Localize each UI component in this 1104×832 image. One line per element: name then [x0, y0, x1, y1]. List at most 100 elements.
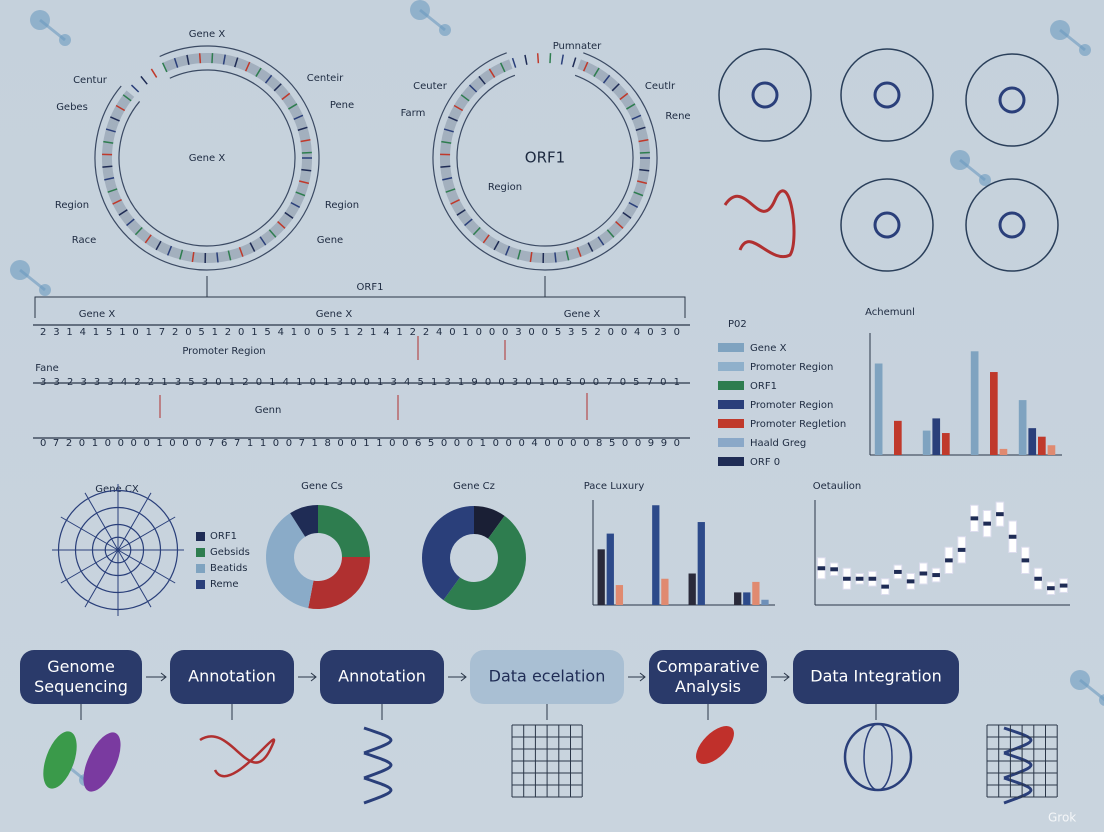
range-mid — [983, 521, 991, 526]
map-feature — [259, 236, 267, 246]
map-ring — [102, 53, 312, 263]
map-feature — [130, 84, 140, 93]
map-ring — [456, 74, 634, 247]
map-feature — [300, 139, 311, 143]
legend-swatch — [718, 343, 744, 352]
icon-ring — [840, 48, 934, 142]
bar — [1028, 428, 1037, 455]
label: ORF1 — [357, 282, 384, 293]
map-feature — [460, 94, 470, 102]
label: Gebsids — [210, 547, 250, 558]
map-feature — [268, 229, 277, 238]
map-feature — [103, 140, 114, 144]
bar — [1047, 445, 1056, 455]
pipeline-step — [320, 650, 444, 704]
label: ORF1 — [210, 531, 237, 542]
legend-swatch — [196, 580, 205, 589]
map-feature — [297, 126, 308, 131]
map-ring — [94, 45, 320, 271]
dna — [363, 726, 393, 755]
map-feature — [626, 103, 636, 110]
map-feature — [622, 211, 632, 219]
bar — [922, 430, 931, 455]
pipeline-label: Annotation — [188, 667, 276, 686]
map-feature — [107, 188, 118, 193]
map-feature — [635, 126, 646, 131]
map-feature — [453, 104, 464, 112]
range-mid — [843, 576, 851, 581]
range-mid — [957, 547, 966, 552]
bar — [743, 592, 751, 605]
map-feature — [488, 68, 496, 78]
map-feature — [549, 53, 552, 64]
dna — [363, 776, 393, 805]
label: Rene — [665, 111, 690, 122]
radial-spoke — [60, 549, 119, 584]
pipeline-arrow — [628, 672, 646, 682]
map-feature — [166, 245, 173, 256]
map-feature — [211, 53, 214, 64]
map-feature — [155, 240, 162, 251]
map-feature — [482, 234, 490, 244]
pipeline-arrow — [448, 672, 467, 682]
label: Region — [55, 200, 89, 211]
donut-slice — [318, 505, 370, 557]
legend-swatch — [718, 362, 744, 371]
label: ORF 0 — [750, 457, 780, 468]
donut-slice — [443, 515, 526, 610]
map-feature — [105, 128, 116, 133]
map-feature — [636, 180, 648, 185]
map-feature — [499, 62, 506, 73]
map-feature — [198, 53, 202, 64]
map-feature — [536, 53, 540, 64]
bar — [932, 418, 941, 455]
donut-slice — [474, 506, 505, 539]
label: Promoter Region — [182, 346, 265, 357]
pipeline-arrow — [146, 672, 167, 682]
map-feature — [122, 94, 132, 102]
map-feature — [284, 211, 294, 219]
range-mid — [881, 584, 889, 589]
bar — [734, 592, 742, 605]
label: Farm — [401, 108, 426, 119]
bar — [942, 433, 950, 455]
map-feature — [126, 218, 135, 227]
radial-spoke — [117, 549, 152, 608]
label: Centur — [73, 75, 108, 86]
label: Ceutlr — [645, 81, 676, 92]
legend-swatch — [718, 457, 744, 466]
bar — [761, 599, 769, 605]
label: Promoter Region — [750, 400, 833, 411]
bar — [970, 351, 979, 455]
label: Centeir — [307, 73, 344, 84]
map-feature — [468, 84, 478, 93]
radial-spoke — [84, 492, 119, 551]
map-feature — [110, 116, 120, 122]
map-feature — [511, 57, 517, 68]
label: Gene CX — [95, 484, 139, 495]
label: Pumnater — [553, 41, 602, 52]
label: Pace Luxury — [584, 481, 645, 492]
molecule — [979, 174, 991, 186]
pipeline-label: Data Integration — [810, 667, 941, 686]
map-feature — [606, 229, 615, 238]
map-feature — [504, 245, 511, 256]
range-mid — [970, 516, 979, 521]
map-feature — [529, 251, 533, 263]
map-ring — [118, 69, 296, 247]
icon-ring — [718, 48, 812, 142]
radial-spoke — [117, 549, 176, 584]
map-feature — [238, 247, 244, 257]
map-feature — [478, 75, 486, 85]
legend-swatch — [196, 548, 205, 557]
map-feature — [288, 103, 298, 110]
map-feature — [295, 191, 306, 197]
pipeline-arrow — [298, 672, 317, 682]
map-feature — [464, 218, 473, 227]
icon-core — [998, 86, 1026, 114]
range-mid — [996, 512, 1004, 517]
bacterium — [43, 731, 77, 789]
map-feature — [234, 57, 239, 68]
range-mid — [1008, 534, 1017, 539]
